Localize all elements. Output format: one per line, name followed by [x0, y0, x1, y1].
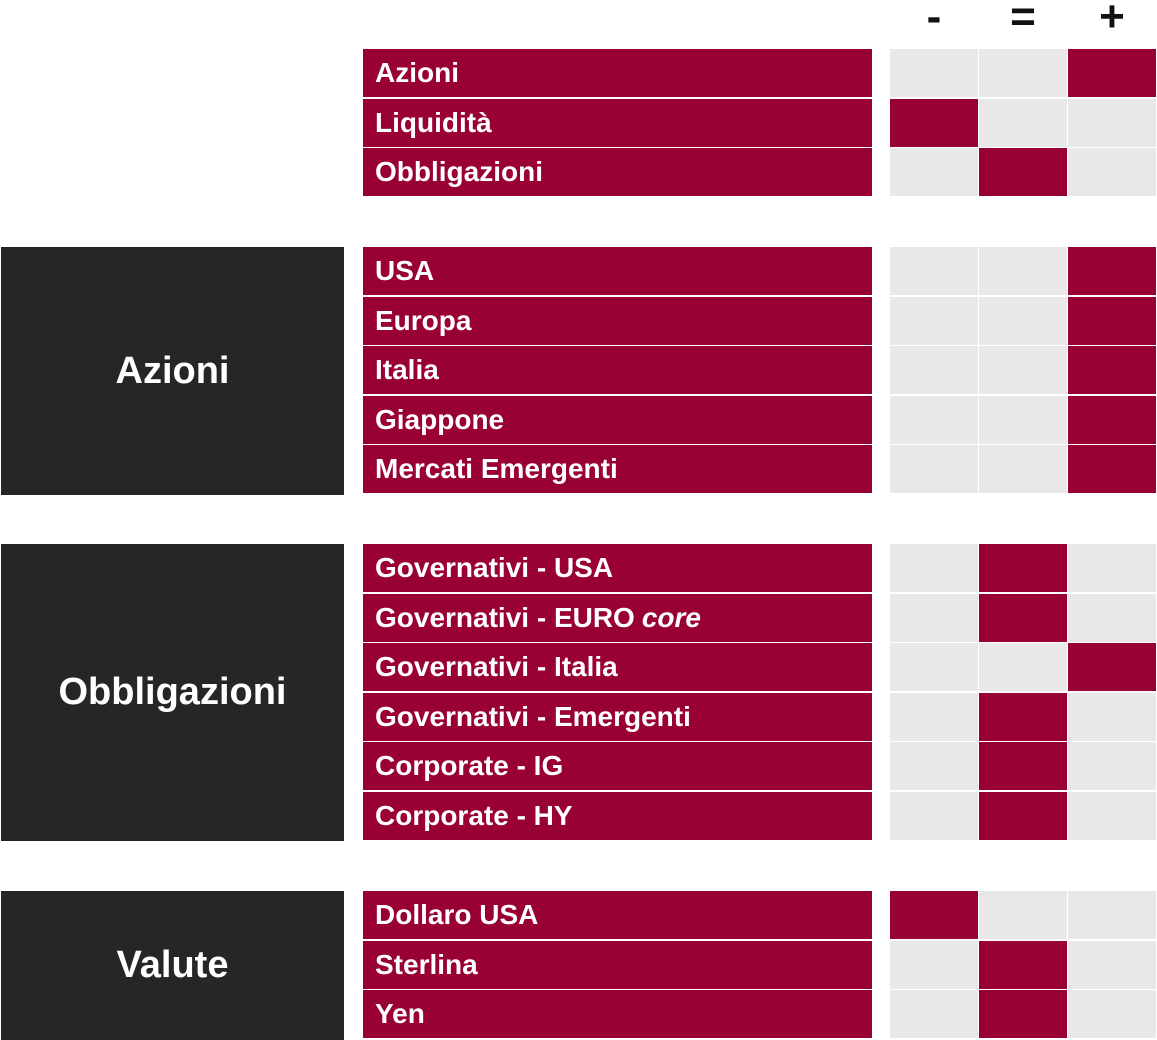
rating-cell: [1068, 891, 1156, 939]
rating-cell-selected: [979, 544, 1067, 592]
rating-cell-selected: [979, 941, 1067, 989]
row-label: Governativi - Italia: [375, 651, 618, 682]
category-azioni: Azioni: [1, 247, 344, 495]
rating-cell-selected: [1068, 445, 1156, 493]
category-obbligazioni: Obbligazioni: [1, 544, 344, 841]
allocation-row: Yen: [363, 990, 872, 1038]
category-valute: Valute: [1, 891, 344, 1040]
rating-cell-selected: [1068, 396, 1156, 444]
rating-cell: [890, 792, 978, 840]
rating-cell: [890, 346, 978, 394]
rating-cell: [979, 445, 1067, 493]
row-label: Azioni: [375, 57, 459, 88]
row-label: Governativi - EURO: [375, 602, 635, 633]
column-header-equal: =: [1010, 0, 1036, 41]
rating-cell: [1068, 594, 1156, 642]
rating-cell: [979, 49, 1067, 97]
rating-cell: [890, 247, 978, 295]
rating-cell-selected: [979, 792, 1067, 840]
rating-cell: [890, 297, 978, 345]
allocation-row: Azioni: [363, 49, 872, 97]
rating-cell-selected: [1068, 643, 1156, 691]
allocation-row: Obbligazioni: [363, 148, 872, 196]
rating-cell: [979, 99, 1067, 147]
row-label: Obbligazioni: [375, 156, 543, 187]
row-label-suffix: core: [641, 602, 701, 633]
rating-cell: [890, 396, 978, 444]
rating-cell: [979, 297, 1067, 345]
rating-cell: [1068, 792, 1156, 840]
allocation-row: Governativi - Emergenti: [363, 693, 872, 741]
column-header-plus: +: [1099, 0, 1125, 41]
rating-cell: [890, 693, 978, 741]
allocation-row: Dollaro USA: [363, 891, 872, 939]
rating-cell: [1068, 990, 1156, 1038]
rating-cell-selected: [1068, 346, 1156, 394]
rating-cell-selected: [1068, 49, 1156, 97]
row-label: Europa: [375, 305, 472, 336]
row-label: Mercati Emergenti: [375, 453, 618, 484]
allocation-row: Mercati Emergenti: [363, 445, 872, 493]
rating-cell: [1068, 693, 1156, 741]
row-label: Italia: [375, 354, 439, 385]
rating-cell: [1068, 941, 1156, 989]
allocation-row: Europa: [363, 297, 872, 345]
rating-cell: [1068, 742, 1156, 790]
rating-cell-selected: [1068, 247, 1156, 295]
row-label: USA: [375, 255, 435, 286]
rating-cell: [1068, 544, 1156, 592]
rating-cell: [979, 396, 1067, 444]
rating-cell: [890, 742, 978, 790]
allocation-row: Giappone: [363, 396, 872, 444]
row-label: Corporate - HY: [375, 800, 573, 831]
rating-cell-selected: [979, 148, 1067, 196]
rating-cell: [890, 148, 978, 196]
rating-cell: [1068, 148, 1156, 196]
rating-cell: [890, 544, 978, 592]
allocation-row: Governativi - USA: [363, 544, 872, 592]
row-label: Yen: [375, 998, 425, 1029]
rating-cell: [979, 643, 1067, 691]
rating-cell: [890, 941, 978, 989]
rating-cell: [890, 49, 978, 97]
allocation-row: Governativi - EURO core: [363, 594, 872, 642]
rating-cell: [979, 891, 1067, 939]
rating-cell-selected: [890, 891, 978, 939]
rating-cell-selected: [979, 990, 1067, 1038]
allocation-row: Corporate - IG: [363, 742, 872, 790]
row-label: Governativi - USA: [375, 552, 614, 583]
allocation-row: USA: [363, 247, 872, 295]
rating-cell-selected: [979, 742, 1067, 790]
row-label: Governativi - Emergenti: [375, 701, 691, 732]
allocation-row: Governativi - Italia: [363, 643, 872, 691]
rating-cell-selected: [979, 594, 1067, 642]
rating-cell: [1068, 99, 1156, 147]
allocation-row: Corporate - HY: [363, 792, 872, 840]
rating-cell: [890, 594, 978, 642]
rating-cell: [979, 346, 1067, 394]
row-label: Liquidità: [375, 107, 492, 138]
row-label: Corporate - IG: [375, 750, 564, 781]
allocation-row: Sterlina: [363, 941, 872, 989]
rating-cell: [890, 990, 978, 1038]
row-label: Giappone: [375, 404, 505, 435]
rating-cell-selected: [1068, 297, 1156, 345]
rating-cell-selected: [979, 693, 1067, 741]
column-header-minus: -: [926, 0, 942, 41]
allocation-row: Liquidità: [363, 99, 872, 147]
rating-cell: [890, 445, 978, 493]
rating-cell: [890, 643, 978, 691]
rating-cell-selected: [890, 99, 978, 147]
rating-cell: [979, 247, 1067, 295]
allocation-row: Italia: [363, 346, 872, 394]
row-label: Sterlina: [375, 949, 478, 980]
row-label: Dollaro USA: [375, 899, 539, 930]
